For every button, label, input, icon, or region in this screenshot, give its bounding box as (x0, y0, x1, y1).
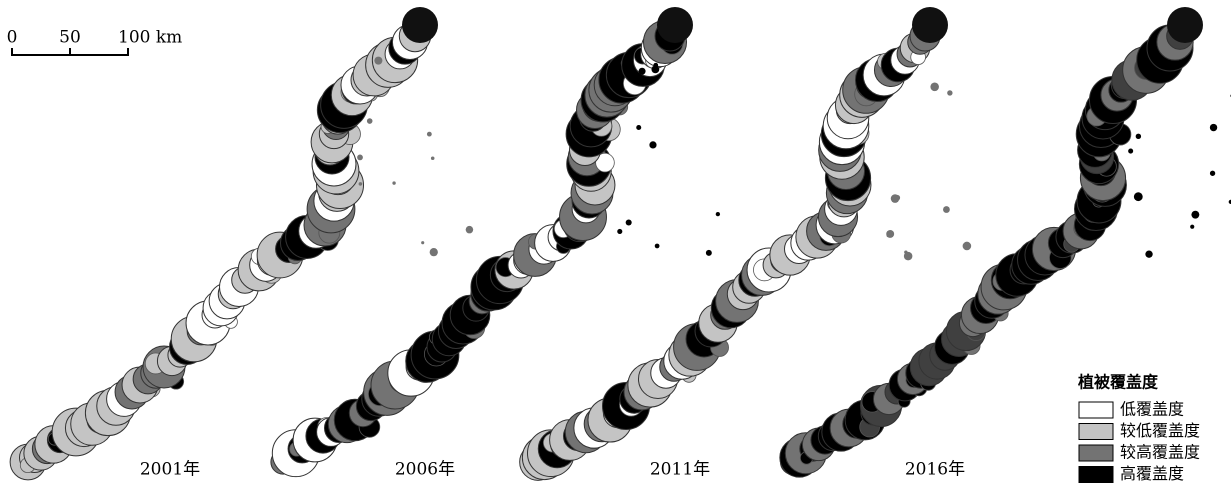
islet (1145, 251, 1152, 258)
islet (1134, 192, 1143, 201)
legend-swatch (1079, 467, 1113, 483)
islet (1128, 149, 1133, 154)
scale-label: 50 (59, 28, 81, 48)
islet (430, 248, 438, 256)
islet (392, 181, 395, 184)
islet (891, 194, 900, 203)
islet (367, 118, 373, 124)
scale-bar: 0 50 100 km (7, 28, 183, 57)
islet (930, 83, 939, 92)
islet (1210, 171, 1215, 176)
islet (904, 252, 913, 261)
island (912, 7, 948, 43)
legend-swatch (1079, 424, 1113, 440)
island (657, 7, 693, 43)
islet (431, 156, 435, 160)
islet (943, 206, 950, 213)
islet (887, 234, 890, 237)
map-panel: 2011年 (520, 7, 972, 480)
scale-label: 100 km (118, 28, 182, 48)
legend-label: 较高覆盖度 (1120, 443, 1200, 462)
panel-label: 2006年 (395, 460, 455, 480)
islet (947, 90, 952, 95)
islet (716, 212, 720, 216)
islet (1136, 134, 1141, 139)
islet (359, 182, 363, 186)
map-panels: 2001年 2006年 2011年 2016年 (10, 7, 1231, 480)
islet (653, 63, 658, 68)
figure: 0 50 100 km 2001年 2006年 2011年 2016年 植被覆盖度 低… (0, 0, 1231, 488)
islet (427, 132, 432, 137)
legend-title: 植被覆盖度 (1077, 373, 1159, 392)
legend-label: 低覆盖度 (1120, 400, 1184, 419)
islet (421, 241, 424, 244)
islet (617, 229, 622, 234)
panel-label: 2011年 (650, 460, 710, 480)
islet (626, 219, 632, 225)
islet (649, 141, 656, 148)
islet (963, 242, 972, 251)
islet (1190, 225, 1194, 229)
legend-label: 高覆盖度 (1120, 464, 1184, 483)
legend-label: 较低覆盖度 (1120, 421, 1200, 440)
legend-swatch (1079, 445, 1113, 461)
islet (374, 57, 382, 65)
panel-label: 2001年 (140, 460, 200, 480)
legend-swatch (1079, 402, 1113, 418)
islet (636, 125, 641, 130)
islet (655, 244, 660, 249)
panel-label: 2016年 (905, 460, 965, 480)
scale-label: 0 (7, 28, 18, 48)
island (1167, 7, 1203, 43)
islet (1210, 124, 1217, 131)
islet (466, 226, 474, 234)
islet (1191, 211, 1199, 219)
map-panel: 2006年 (271, 7, 720, 480)
islet (357, 155, 363, 161)
islet (706, 250, 712, 256)
island (402, 7, 438, 43)
islet (639, 68, 646, 75)
